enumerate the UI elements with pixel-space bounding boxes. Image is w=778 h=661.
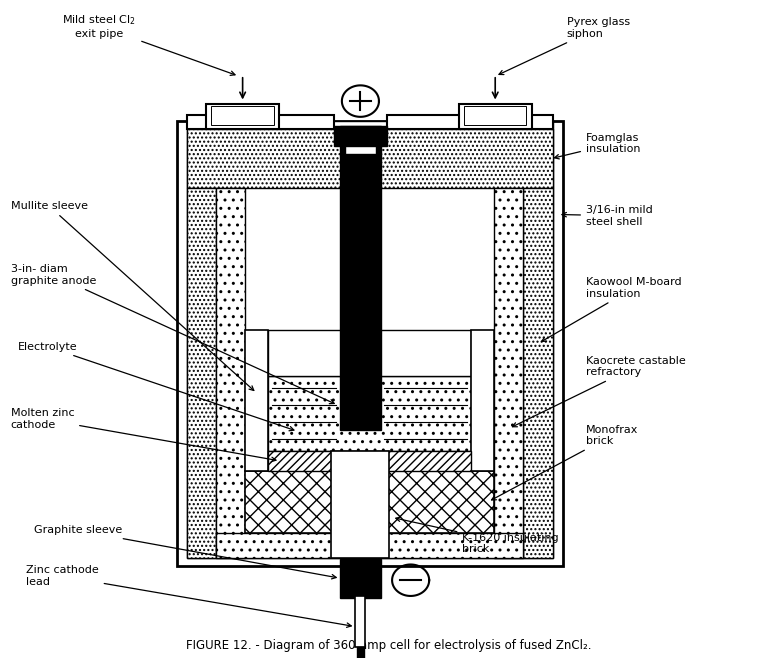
Bar xyxy=(331,451,389,558)
Bar xyxy=(268,451,471,471)
Bar xyxy=(357,647,364,661)
Bar xyxy=(356,596,366,647)
Bar xyxy=(187,121,552,558)
Bar xyxy=(177,121,562,566)
Bar xyxy=(216,533,524,558)
Text: 3/16-in mild
steel shell: 3/16-in mild steel shell xyxy=(562,205,653,227)
Text: Electrolyte: Electrolyte xyxy=(18,342,294,431)
Bar xyxy=(340,559,380,598)
Bar xyxy=(340,126,380,430)
Text: Kaowool M-board
insulation: Kaowool M-board insulation xyxy=(541,277,682,342)
Bar xyxy=(494,188,524,558)
Text: Graphite sleeve: Graphite sleeve xyxy=(33,525,336,579)
Text: Mild steel Cl$_2$
exit pipe: Mild steel Cl$_2$ exit pipe xyxy=(62,13,235,75)
Bar xyxy=(212,106,274,125)
Bar xyxy=(345,145,376,153)
Bar xyxy=(524,188,552,558)
Bar xyxy=(268,330,471,375)
Text: Mullite sleeve: Mullite sleeve xyxy=(10,201,254,391)
Bar xyxy=(387,115,552,130)
Text: Cooling  water: Cooling water xyxy=(0,660,1,661)
Bar xyxy=(245,330,268,471)
Text: 3-in- diam
graphite anode: 3-in- diam graphite anode xyxy=(10,264,335,404)
Bar xyxy=(216,188,245,558)
Bar xyxy=(187,130,552,188)
Text: FIGURE 12. - Diagram of 360-amp cell for electrolysis of fused ZnCl₂.: FIGURE 12. - Diagram of 360-amp cell for… xyxy=(186,639,592,652)
Text: Foamglas
insulation: Foamglas insulation xyxy=(555,133,640,159)
Text: Zinc cathode
lead: Zinc cathode lead xyxy=(26,566,352,627)
Bar xyxy=(335,126,387,145)
Text: Monofrax
brick: Monofrax brick xyxy=(492,424,638,500)
Bar xyxy=(187,115,335,130)
Text: Pyrex glass
siphon: Pyrex glass siphon xyxy=(499,17,629,75)
Text: Kaocrete castable
refractory: Kaocrete castable refractory xyxy=(513,356,685,427)
Bar xyxy=(245,471,494,533)
Bar xyxy=(464,106,527,125)
Bar xyxy=(206,104,279,130)
Bar xyxy=(187,188,216,558)
Bar xyxy=(268,375,471,451)
Bar xyxy=(471,330,494,471)
Bar xyxy=(458,104,532,130)
Text: Molten zinc
cathode: Molten zinc cathode xyxy=(10,408,276,461)
Text: K-1620 insulating
brick: K-1620 insulating brick xyxy=(396,517,559,555)
